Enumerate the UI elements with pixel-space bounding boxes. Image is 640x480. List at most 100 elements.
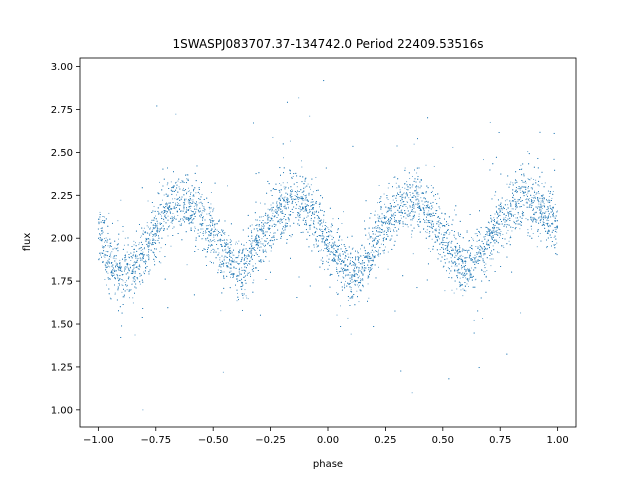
- data-point: [230, 260, 232, 262]
- data-point: [111, 266, 113, 268]
- data-point: [290, 193, 292, 195]
- data-point: [528, 198, 530, 199]
- data-point: [330, 251, 332, 253]
- data-point: [555, 244, 557, 246]
- data-point: [555, 221, 557, 222]
- data-point: [508, 240, 510, 242]
- data-point: [259, 202, 261, 204]
- data-point: [415, 203, 417, 205]
- data-point: [422, 208, 424, 209]
- data-point: [496, 229, 498, 231]
- data-point: [548, 226, 550, 228]
- data-point: [448, 261, 450, 262]
- data-point: [497, 220, 499, 222]
- data-point: [553, 214, 554, 216]
- data-point: [485, 263, 487, 265]
- data-point: [485, 226, 487, 228]
- data-point: [371, 246, 373, 248]
- data-point: [298, 97, 300, 99]
- data-point: [356, 284, 358, 286]
- data-point: [280, 184, 282, 186]
- data-point: [124, 267, 125, 269]
- data-point: [547, 202, 549, 203]
- data-point: [196, 206, 198, 208]
- data-point: [502, 233, 504, 235]
- data-point: [184, 200, 186, 202]
- data-point: [135, 242, 136, 244]
- data-point: [108, 278, 109, 280]
- data-point: [503, 217, 505, 219]
- data-point: [465, 277, 467, 279]
- data-point: [349, 261, 351, 263]
- data-point: [475, 278, 477, 280]
- data-point: [498, 252, 500, 254]
- data-point: [227, 262, 229, 264]
- data-point: [160, 247, 162, 249]
- data-point: [447, 244, 449, 246]
- data-point: [468, 271, 469, 272]
- data-point: [335, 252, 337, 253]
- data-point: [386, 226, 388, 228]
- data-point: [250, 260, 252, 262]
- data-point: [462, 288, 464, 290]
- data-point: [303, 206, 305, 208]
- data-point: [442, 241, 443, 243]
- data-point: [431, 227, 432, 229]
- data-point: [310, 184, 312, 186]
- data-point: [251, 224, 253, 226]
- data-point: [474, 257, 476, 259]
- data-point: [179, 182, 181, 183]
- data-point: [483, 254, 485, 256]
- data-point: [166, 202, 167, 204]
- data-point: [203, 234, 204, 236]
- data-point: [137, 268, 139, 270]
- data-point: [377, 214, 379, 216]
- data-point: [316, 246, 318, 248]
- data-point: [540, 195, 542, 197]
- data-point: [336, 267, 337, 269]
- data-point: [380, 220, 382, 222]
- data-point: [304, 186, 306, 188]
- data-point: [250, 240, 251, 242]
- data-point: [134, 264, 136, 266]
- data-point: [414, 196, 416, 198]
- data-point: [188, 190, 190, 192]
- data-point: [203, 231, 204, 232]
- data-point: [244, 264, 245, 265]
- data-point: [328, 243, 330, 245]
- data-point: [269, 232, 271, 234]
- data-point: [267, 217, 269, 218]
- data-point: [133, 248, 135, 250]
- data-point: [122, 280, 124, 282]
- data-point: [510, 210, 512, 212]
- data-point: [449, 232, 451, 234]
- data-point: [400, 202, 402, 204]
- data-point: [500, 205, 502, 207]
- data-point: [244, 289, 246, 291]
- data-point: [142, 251, 144, 253]
- data-point: [482, 258, 484, 260]
- data-point: [283, 197, 285, 199]
- data-point: [213, 239, 215, 241]
- data-point: [513, 220, 515, 222]
- data-point: [475, 267, 477, 269]
- data-point: [108, 212, 110, 214]
- data-point: [289, 140, 291, 142]
- data-point: [405, 193, 407, 195]
- data-point: [342, 276, 344, 278]
- data-point: [331, 235, 333, 237]
- data-point: [448, 241, 450, 243]
- data-point: [322, 241, 324, 243]
- data-point: [149, 243, 150, 245]
- data-point: [416, 186, 418, 188]
- data-point: [140, 250, 142, 252]
- data-point: [552, 211, 554, 213]
- data-point: [409, 178, 411, 179]
- data-point: [369, 242, 371, 244]
- data-point: [210, 203, 212, 205]
- data-point: [104, 256, 106, 258]
- data-point: [438, 253, 439, 255]
- data-point: [539, 218, 541, 220]
- data-point: [407, 226, 409, 228]
- data-point: [358, 267, 360, 268]
